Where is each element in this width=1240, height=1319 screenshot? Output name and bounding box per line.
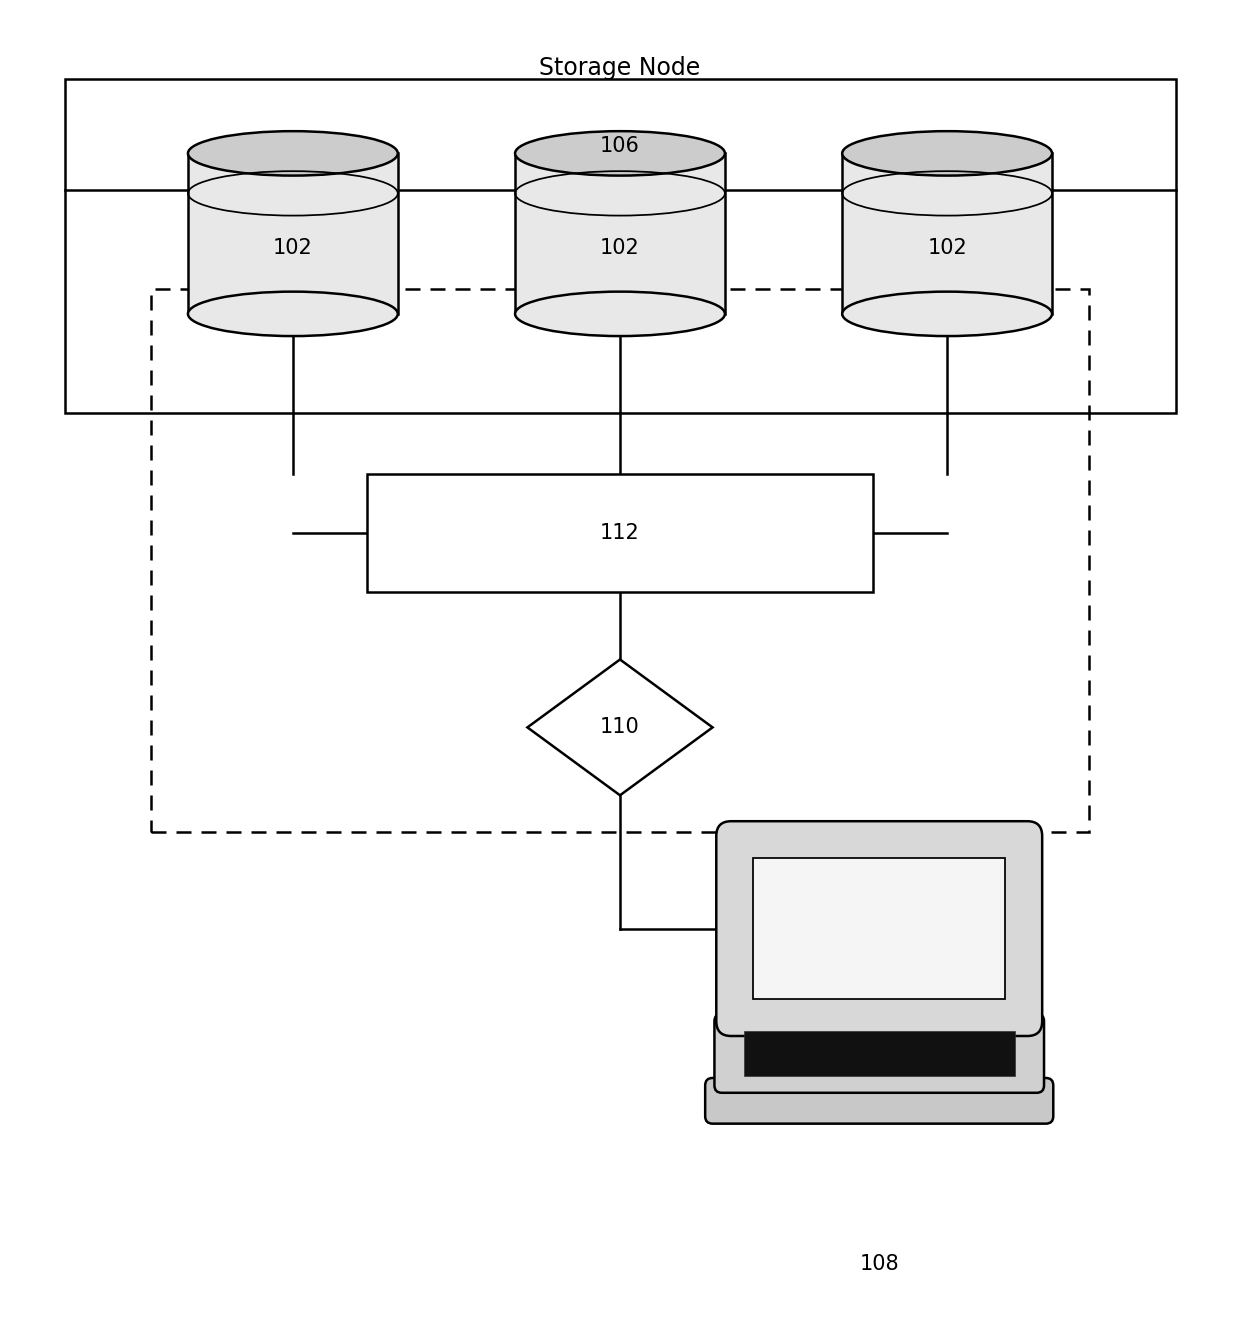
Ellipse shape [188, 131, 398, 175]
Text: 102: 102 [273, 239, 312, 259]
FancyBboxPatch shape [714, 1014, 1044, 1092]
Polygon shape [515, 153, 725, 314]
Bar [754, 859, 1006, 998]
Text: 102: 102 [928, 239, 967, 259]
Ellipse shape [515, 291, 725, 336]
Ellipse shape [842, 291, 1052, 336]
Polygon shape [527, 660, 713, 795]
Text: 112: 112 [600, 522, 640, 543]
Bar [367, 475, 873, 592]
Ellipse shape [188, 291, 398, 336]
Bar [744, 1031, 1014, 1076]
Bar [151, 289, 1089, 832]
Text: 108: 108 [859, 1254, 899, 1274]
Text: 106: 106 [600, 136, 640, 156]
Ellipse shape [842, 131, 1052, 175]
Bar [64, 79, 1176, 413]
FancyBboxPatch shape [717, 822, 1042, 1035]
Text: 110: 110 [600, 718, 640, 737]
Polygon shape [188, 153, 398, 314]
Ellipse shape [515, 131, 725, 175]
Text: 102: 102 [600, 239, 640, 259]
FancyBboxPatch shape [706, 1078, 1053, 1124]
Text: Storage Node: Storage Node [539, 57, 701, 80]
Polygon shape [842, 153, 1052, 314]
